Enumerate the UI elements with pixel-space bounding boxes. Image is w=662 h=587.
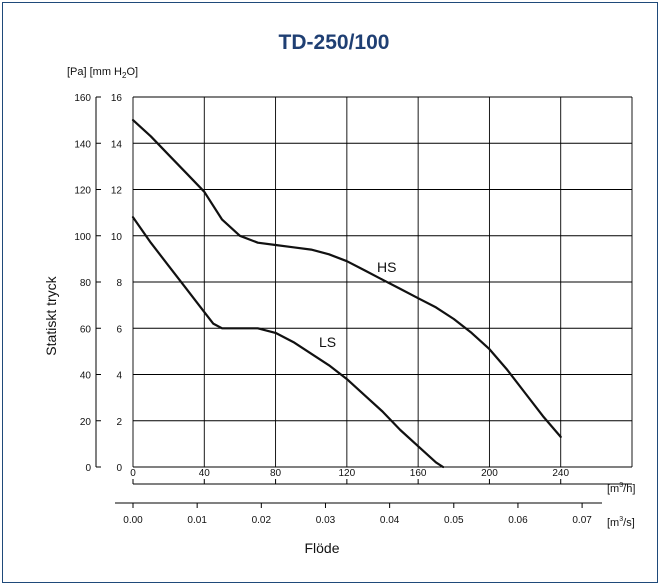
y-units-label: [Pa] [mm H2O]: [67, 66, 138, 80]
y-tick-label-mmh2o: 10: [111, 232, 123, 243]
y-tick-label-mmh2o: 0: [116, 463, 122, 474]
x-tick-label-m3s: 0.07: [572, 515, 592, 526]
x-tick-label-m3s: 0.01: [187, 515, 207, 526]
y-tick-label-mmh2o: 14: [111, 139, 123, 150]
x-tick-label-m3s: 0.04: [380, 515, 400, 526]
y-tick-label-pa: 20: [80, 417, 92, 428]
y-tick-label-mmh2o: 12: [111, 186, 123, 197]
y-tick-label-mmh2o: 16: [111, 93, 123, 104]
series-line-hs: [131, 119, 562, 438]
x-tick-label-m3s: 0.02: [252, 515, 272, 526]
x-tick-label-m3h: 120: [339, 468, 356, 479]
x-tick-label-m3h: 80: [270, 468, 282, 479]
chart-title: TD-250/100: [279, 31, 390, 54]
curve-label-ls: LS: [319, 334, 336, 350]
x-tick-label-m3h: 0: [130, 468, 136, 479]
x-unit-m3s: [m3/s]: [607, 516, 635, 529]
x-tick-label-m3s: 0.03: [316, 515, 336, 526]
y-tick-label-pa: 100: [74, 232, 91, 243]
y-tick-label-pa: 160: [74, 93, 91, 104]
y-tick-label-pa: 80: [80, 278, 92, 289]
y-tick-label-mmh2o: 6: [116, 324, 122, 335]
x-tick-label-m3s: 0.05: [444, 515, 464, 526]
x-tick-label-m3s: 0.06: [508, 515, 528, 526]
y-tick-label-pa: 0: [85, 463, 91, 474]
y-tick-label-pa: 40: [80, 371, 92, 382]
y-tick-label-pa: 120: [74, 186, 91, 197]
y-tick-label-pa: 60: [80, 324, 92, 335]
x-tick-label-m3h: 240: [552, 468, 569, 479]
x-tick-label-m3h: 40: [199, 468, 211, 479]
x-tick-label-m3h: 200: [481, 468, 498, 479]
y-tick-label-mmh2o: 4: [116, 371, 122, 382]
curve-label-hs: HS: [377, 259, 396, 275]
y-tick-label-mmh2o: 2: [116, 417, 122, 428]
x-tick-label-m3h: 160: [410, 468, 427, 479]
y-tick-label-pa: 140: [74, 139, 91, 150]
x-tick-label-m3s: 0.00: [123, 515, 143, 526]
series-line-ls: [131, 216, 445, 469]
y-axis-label: Statiskt tryck: [43, 275, 59, 355]
x-unit-m3h: [m3/h]: [607, 482, 635, 495]
y-tick-label-mmh2o: 8: [116, 278, 122, 289]
x-axis-label: Flöde: [304, 540, 339, 556]
